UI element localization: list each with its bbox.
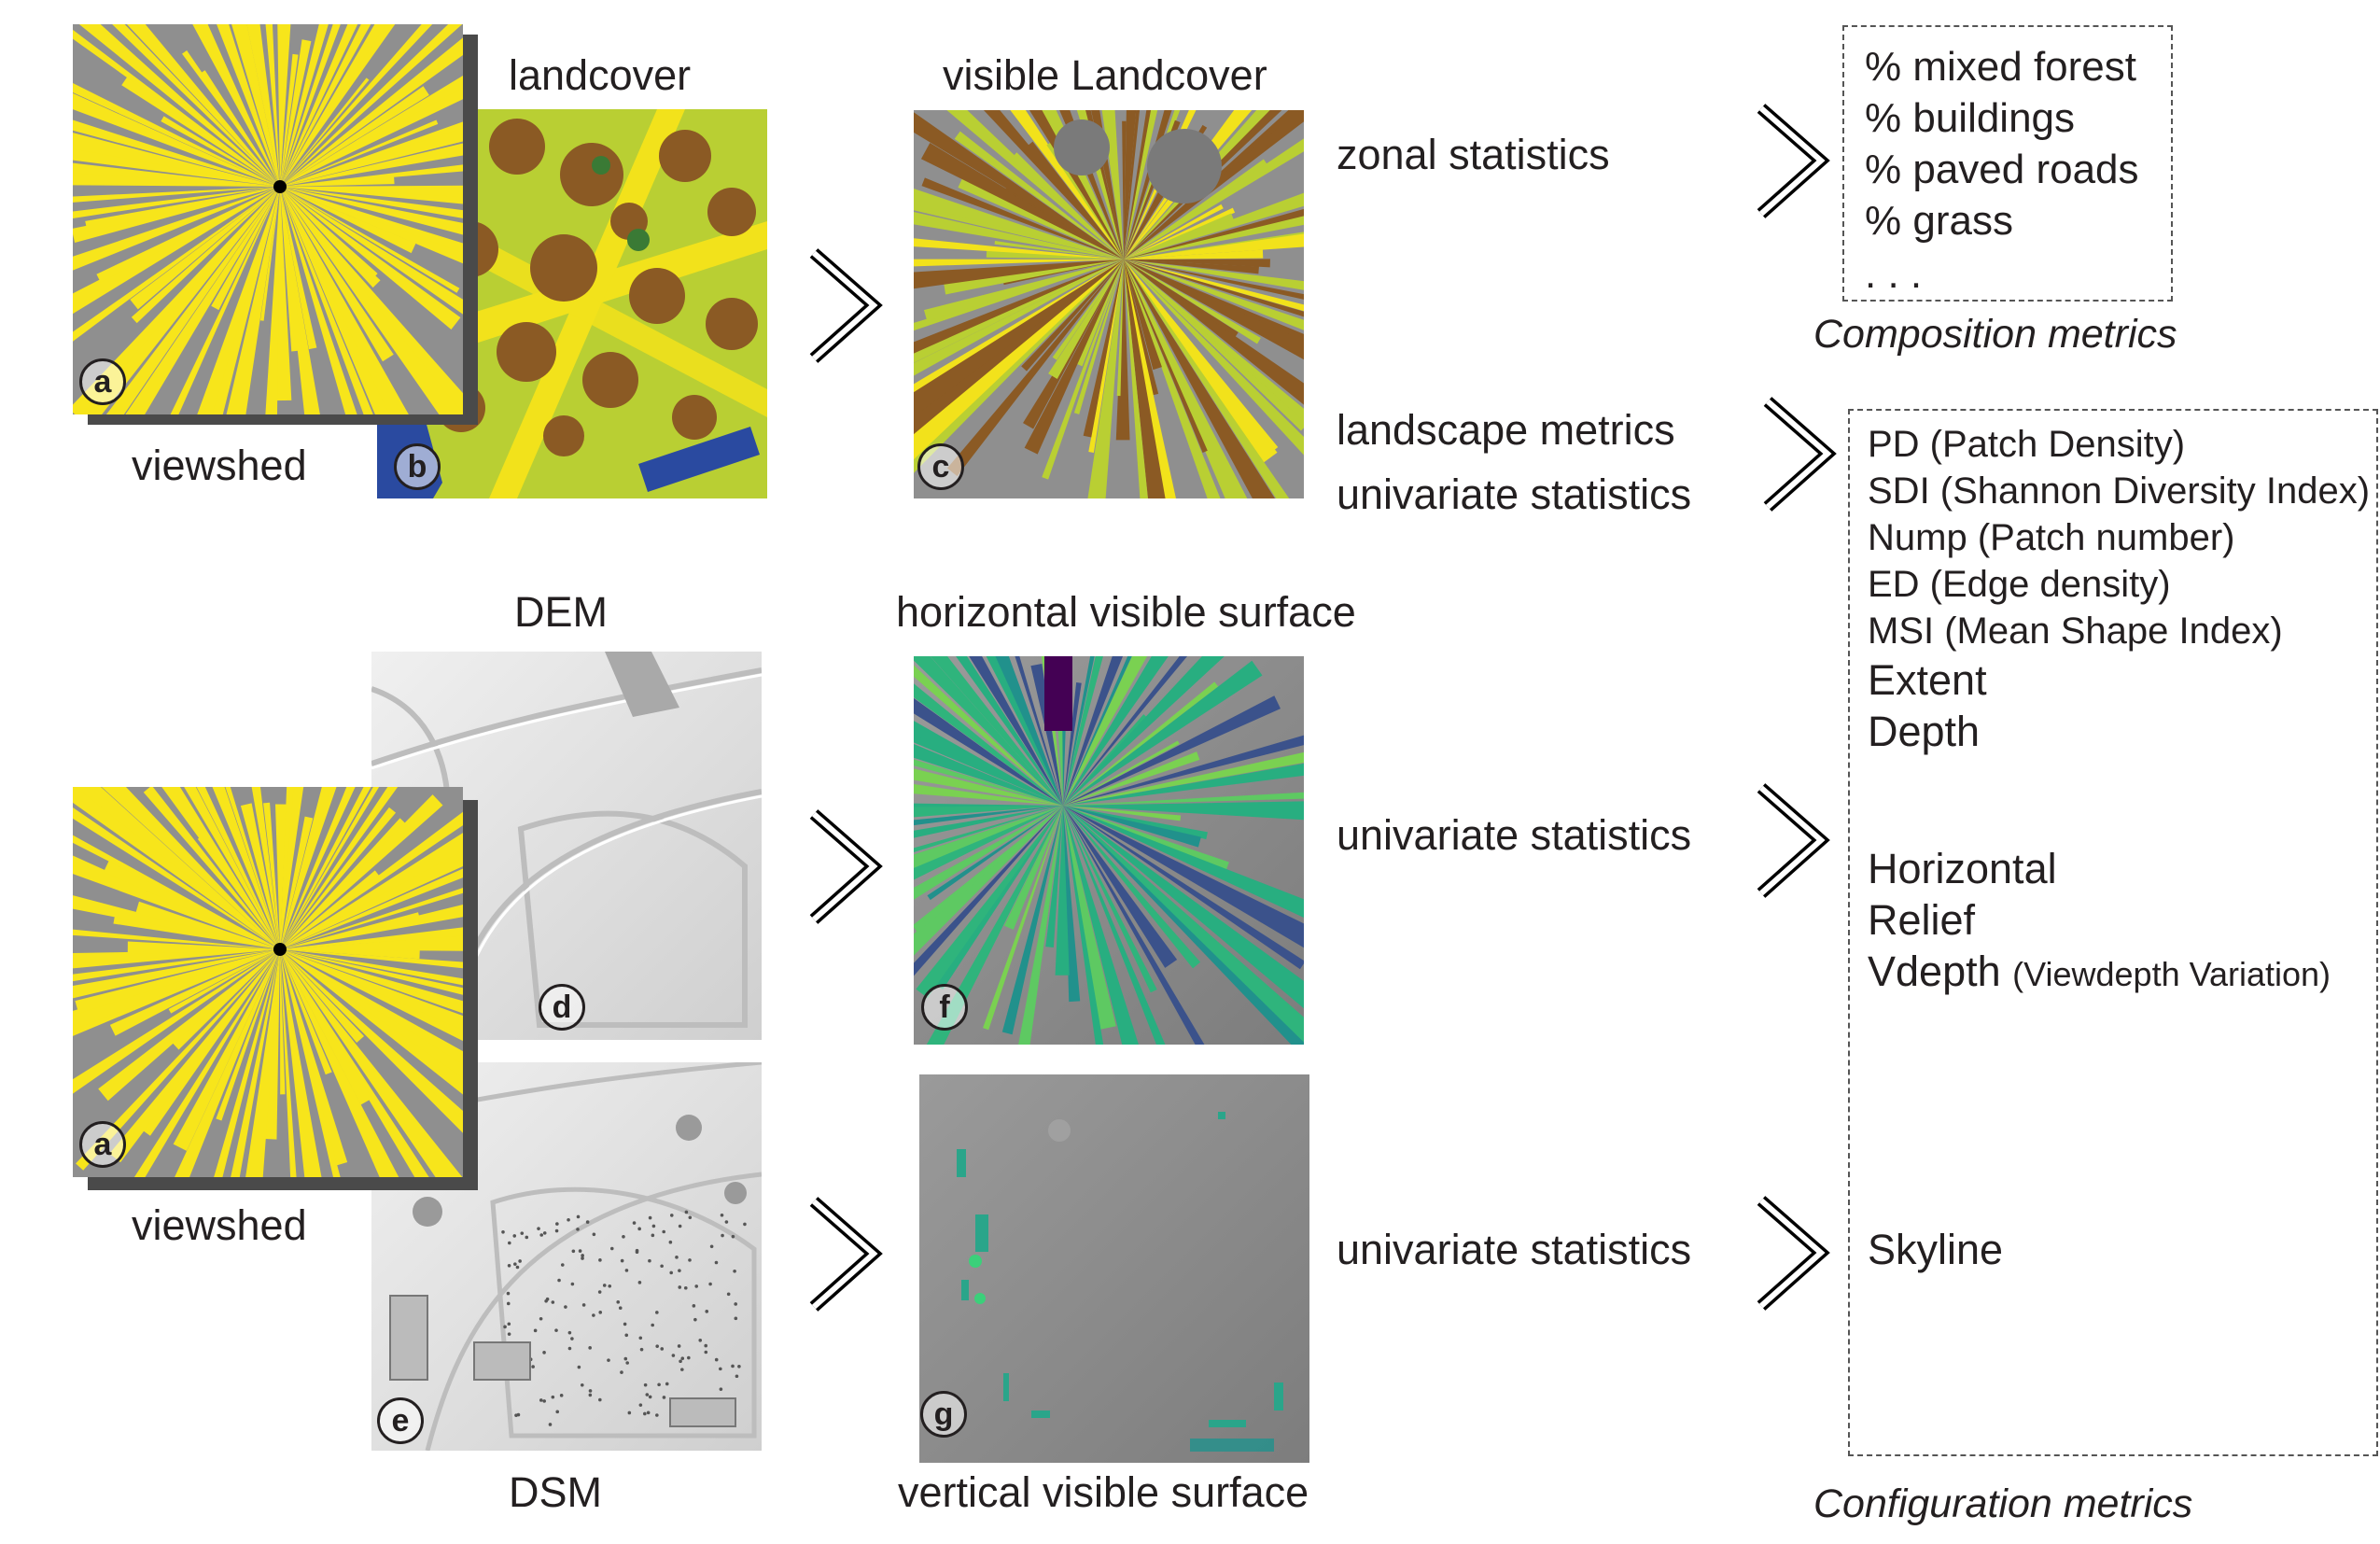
- horizontal-visible-surface-map: [914, 656, 1304, 1045]
- viewshed-map-bottom: [73, 787, 463, 1177]
- metric-pd: PD (Patch Density): [1868, 424, 2186, 465]
- univariate-statistics-label-3: univariate statistics: [1337, 1226, 1692, 1273]
- metric-grass: % grass: [1865, 198, 2013, 244]
- zonal-statistics-label: zonal statistics: [1337, 131, 1610, 178]
- composition-metrics-caption: Composition metrics: [1813, 312, 2177, 357]
- configuration-metrics-box: [1848, 409, 2378, 1456]
- viewshed-label-bottom: viewshed: [132, 1201, 307, 1249]
- vertical-visible-surface-map: [919, 1074, 1309, 1463]
- metric-buildings: % buildings: [1865, 95, 2076, 141]
- chevron-right-icon: [1757, 783, 1830, 898]
- landscape-metrics-label: landscape metrics: [1337, 406, 1675, 454]
- composition-metrics-box: [1842, 25, 2173, 302]
- metric-depth: Depth: [1868, 708, 1981, 755]
- visible-landcover-map: [914, 110, 1304, 498]
- badge-g: g: [920, 1391, 967, 1438]
- viewshed-label-top: viewshed: [132, 442, 307, 489]
- dem-label: DEM: [514, 588, 608, 636]
- metric-paved-roads: % paved roads: [1865, 147, 2139, 192]
- visible-landcover-label: visible Landcover: [943, 51, 1267, 99]
- chevron-right-icon: [1763, 397, 1837, 512]
- landcover-label: landcover: [509, 51, 692, 99]
- metric-ed: ED (Edge density): [1868, 564, 2171, 605]
- badge-a-bottom: a: [79, 1121, 126, 1168]
- univariate-statistics-label-2: univariate statistics: [1337, 811, 1692, 859]
- univariate-statistics-label-1: univariate statistics: [1337, 470, 1692, 518]
- badge-d: d: [539, 984, 585, 1031]
- metric-relief: Relief: [1868, 896, 1976, 944]
- dsm-label: DSM: [509, 1468, 602, 1516]
- metric-horizontal: Horizontal: [1868, 845, 2057, 892]
- chevron-right-icon: [1757, 1196, 1830, 1311]
- chevron-right-icon: [1757, 104, 1830, 218]
- viewshed-map-top: [73, 24, 463, 414]
- metric-nump: Nump (Patch number): [1868, 517, 2235, 558]
- metric-sdi: SDI (Shannon Diversity Index): [1868, 470, 2371, 512]
- metric-ellipsis: . . .: [1865, 251, 1923, 297]
- metric-skyline: Skyline: [1868, 1226, 2004, 1273]
- badge-c: c: [917, 443, 964, 490]
- metric-extent: Extent: [1868, 656, 1987, 704]
- metric-vdepth: Vdepth (Viewdepth Variation): [1868, 950, 2331, 992]
- metric-vdepth-name: Vdepth: [1868, 947, 2001, 995]
- chevron-right-icon: [809, 809, 883, 924]
- chevron-right-icon: [809, 248, 883, 363]
- horizontal-visible-surface-label: horizontal visible surface: [896, 588, 1356, 636]
- badge-e: e: [377, 1397, 424, 1444]
- metric-mixed-forest: % mixed forest: [1865, 44, 2136, 90]
- configuration-metrics-caption: Configuration metrics: [1813, 1481, 2193, 1526]
- metric-msi: MSI (Mean Shape Index): [1868, 611, 2283, 652]
- metric-vdepth-note: (Viewdepth Variation): [2012, 955, 2331, 993]
- vertical-visible-surface-label: vertical visible surface: [898, 1468, 1309, 1516]
- chevron-right-icon: [809, 1197, 883, 1312]
- badge-f: f: [921, 984, 968, 1031]
- badge-b: b: [394, 443, 441, 490]
- badge-a-top: a: [79, 358, 126, 405]
